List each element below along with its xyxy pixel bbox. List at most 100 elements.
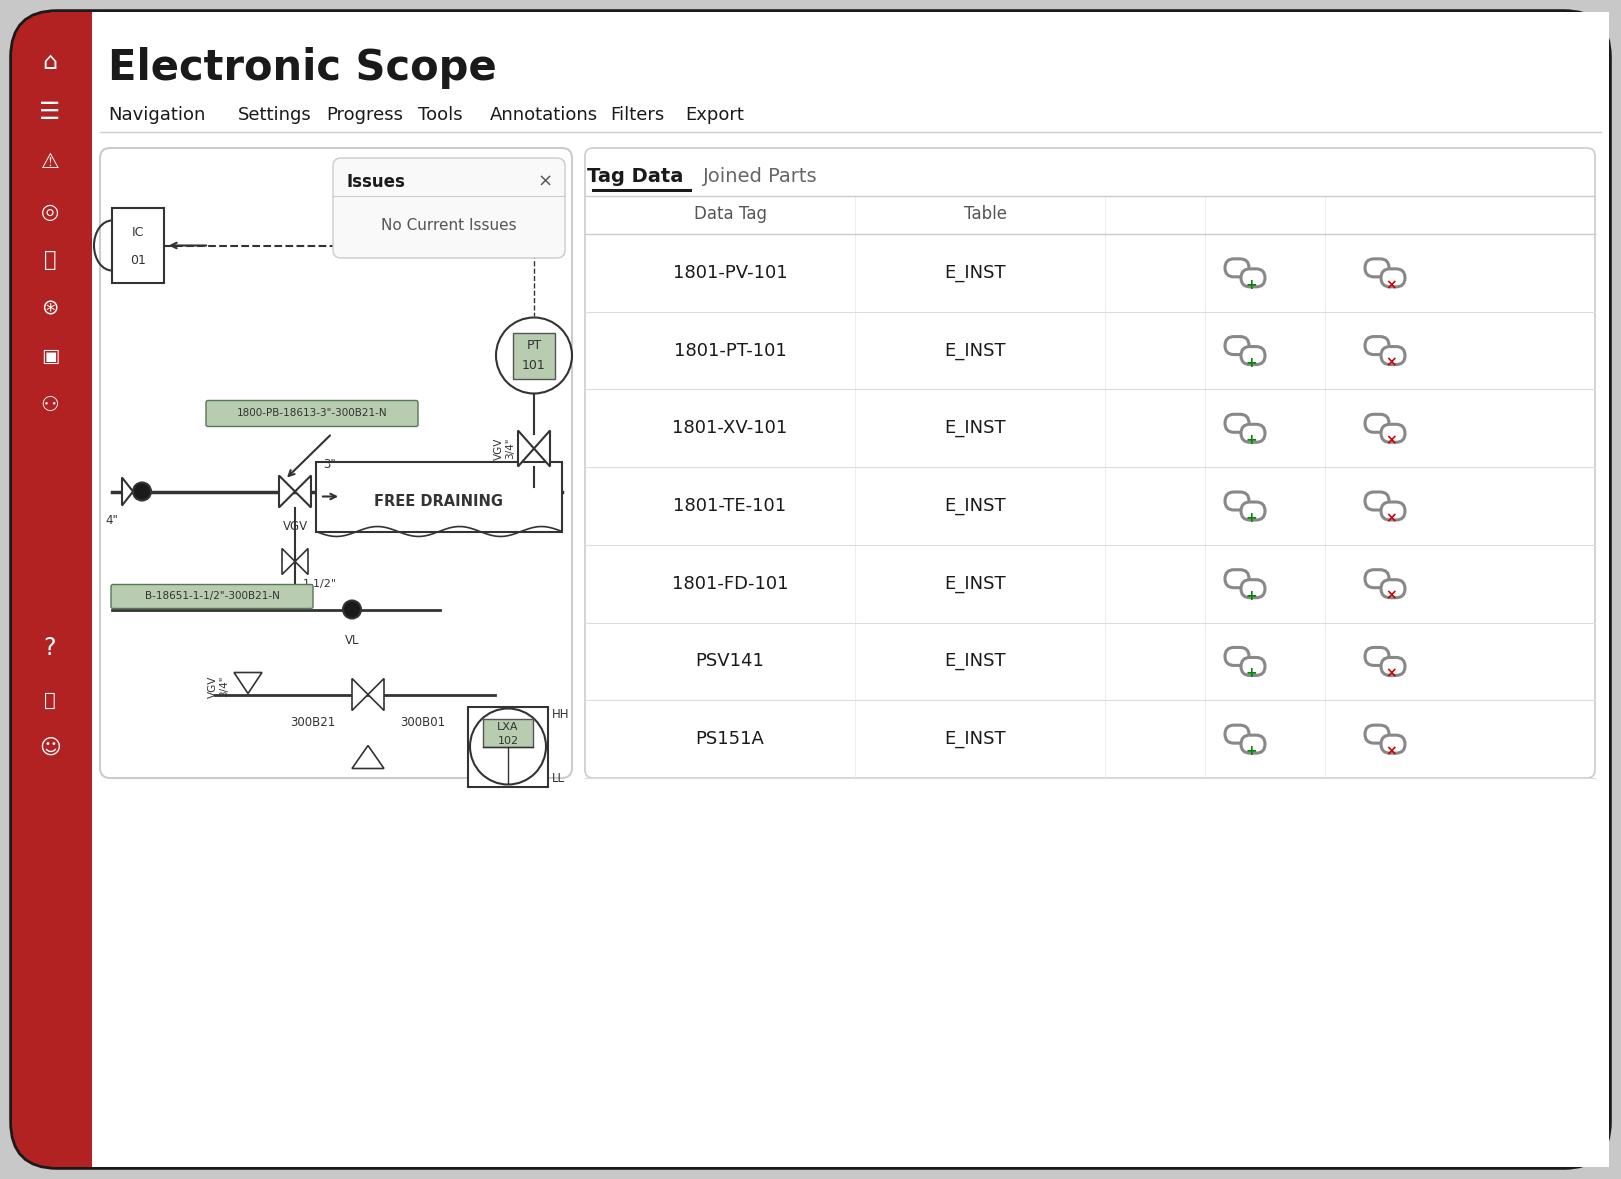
Text: 3/4": 3/4" [219,676,229,697]
Circle shape [496,317,572,394]
Text: VGV: VGV [494,437,504,460]
Text: Progress: Progress [326,106,404,124]
FancyBboxPatch shape [1381,658,1405,676]
Text: Export: Export [686,106,744,124]
FancyBboxPatch shape [1365,725,1389,743]
Text: Issues: Issues [347,173,405,191]
Text: Filters: Filters [609,106,665,124]
Polygon shape [295,548,308,574]
Text: 🔔: 🔔 [44,691,55,710]
Text: ×: × [1386,278,1397,292]
Text: ☺: ☺ [39,738,62,758]
FancyBboxPatch shape [1365,569,1389,587]
Text: LL: LL [553,772,566,785]
FancyBboxPatch shape [11,12,91,1167]
Circle shape [344,600,361,619]
Text: PT: PT [527,340,541,353]
Text: 1801-XV-101: 1801-XV-101 [673,420,788,437]
Text: E_INST: E_INST [943,342,1005,360]
Text: +: + [1245,356,1256,369]
FancyBboxPatch shape [1225,647,1250,665]
Polygon shape [233,672,263,693]
Text: 1801-FD-101: 1801-FD-101 [671,574,788,593]
FancyBboxPatch shape [1381,269,1405,286]
Text: VGV: VGV [282,520,308,533]
Text: E_INST: E_INST [943,420,1005,437]
FancyBboxPatch shape [1225,725,1250,743]
Text: ×: × [1386,356,1397,369]
Text: +: + [1245,744,1256,758]
Bar [483,718,533,746]
Text: ☰: ☰ [39,100,60,124]
FancyBboxPatch shape [1242,502,1264,520]
Polygon shape [122,477,133,506]
Text: ◎: ◎ [41,202,58,222]
Text: E_INST: E_INST [943,574,1005,593]
Text: HH: HH [553,709,569,722]
Text: 1801-PV-101: 1801-PV-101 [673,264,788,282]
Circle shape [133,482,151,501]
Text: 3/4": 3/4" [506,437,515,460]
Text: Joined Parts: Joined Parts [702,166,817,185]
Text: Annotations: Annotations [490,106,598,124]
Text: Table: Table [963,205,1007,223]
Text: Data Tag: Data Tag [694,205,767,223]
Polygon shape [368,678,384,711]
Text: PS151A: PS151A [695,730,765,749]
Text: E_INST: E_INST [943,498,1005,515]
Polygon shape [295,475,311,507]
Text: 4": 4" [105,514,118,527]
Text: No Current Issues: No Current Issues [381,218,517,233]
Text: 1800-PB-18613-3"-300B21-N: 1800-PB-18613-3"-300B21-N [237,408,387,419]
Text: Settings: Settings [238,106,311,124]
FancyBboxPatch shape [1225,569,1250,587]
FancyBboxPatch shape [206,401,418,427]
Text: Electronic Scope: Electronic Scope [109,47,496,88]
Text: ×: × [538,173,553,191]
FancyBboxPatch shape [1242,658,1264,676]
FancyBboxPatch shape [1242,424,1264,442]
FancyBboxPatch shape [1242,580,1264,598]
Text: ×: × [1386,666,1397,680]
FancyBboxPatch shape [1225,259,1250,277]
Bar [468,706,548,786]
FancyBboxPatch shape [11,12,1610,1167]
Text: Tools: Tools [418,106,462,124]
Text: B-18651-1-1/2"-300B21-N: B-18651-1-1/2"-300B21-N [144,592,279,601]
Text: PSV141: PSV141 [695,652,765,671]
Polygon shape [519,430,533,467]
Polygon shape [282,548,295,574]
FancyBboxPatch shape [585,149,1595,778]
Text: ×: × [1386,511,1397,525]
Text: LXA: LXA [498,723,519,732]
Text: 1801-PT-101: 1801-PT-101 [674,342,786,360]
Text: VL: VL [345,633,360,646]
Text: 101: 101 [522,358,546,373]
Text: +: + [1245,666,1256,680]
Text: ×: × [1386,588,1397,602]
Text: Navigation: Navigation [109,106,206,124]
Text: 1-1/2": 1-1/2" [303,580,337,590]
FancyBboxPatch shape [1381,580,1405,598]
Text: E_INST: E_INST [943,730,1005,749]
Circle shape [470,709,546,784]
FancyBboxPatch shape [1381,347,1405,364]
FancyBboxPatch shape [1225,336,1250,355]
FancyBboxPatch shape [1225,492,1250,511]
FancyBboxPatch shape [1242,269,1264,286]
Text: 〜: 〜 [44,250,57,270]
FancyBboxPatch shape [332,158,566,258]
Text: IC: IC [131,226,144,239]
Bar [512,332,554,378]
Text: ⊛: ⊛ [41,298,58,318]
Text: ×: × [1386,744,1397,758]
Polygon shape [352,678,368,711]
Text: ?: ? [44,635,57,660]
Bar [316,461,562,532]
Bar [112,208,164,283]
FancyBboxPatch shape [1242,736,1264,753]
Text: ×: × [1386,434,1397,447]
FancyBboxPatch shape [1365,492,1389,511]
FancyBboxPatch shape [1381,502,1405,520]
Text: VGV: VGV [207,676,217,698]
